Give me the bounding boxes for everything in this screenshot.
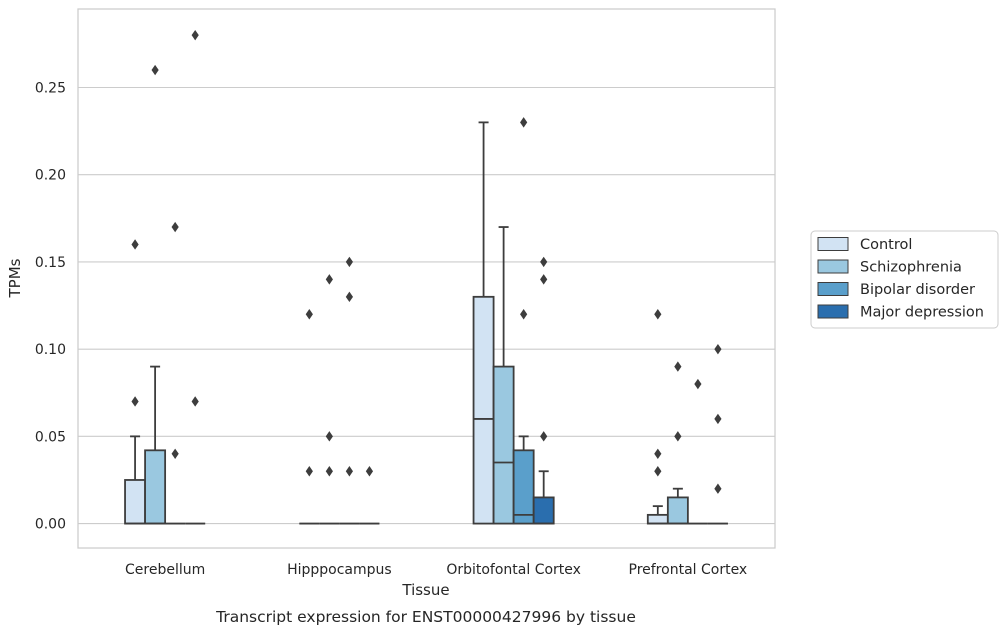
outlier-point bbox=[345, 256, 353, 268]
box-major-depression bbox=[532, 256, 555, 525]
y-tick-label: 0.10 bbox=[35, 342, 66, 358]
legend-label: Bipolar disorder bbox=[860, 282, 975, 298]
box-bipolar-disorder bbox=[339, 256, 360, 525]
box bbox=[512, 449, 535, 525]
outlier-point bbox=[325, 431, 333, 442]
outlier-point bbox=[654, 466, 662, 477]
legend-swatch bbox=[817, 237, 849, 251]
outlier-point bbox=[151, 64, 159, 76]
y-tick-label: 0.20 bbox=[35, 168, 66, 184]
box bbox=[666, 496, 689, 525]
box-schizophrenia bbox=[319, 274, 340, 525]
y-tick-labels: 0.00 0.05 0.10 0.15 0.20 0.25 bbox=[35, 80, 66, 532]
legend: Control Schizophrenia Bipolar disorder Majo… bbox=[810, 230, 999, 329]
box-control bbox=[472, 121, 495, 525]
y-axis-title: TPMs bbox=[6, 258, 24, 298]
outlier-point bbox=[540, 274, 548, 285]
legend-frame bbox=[810, 230, 999, 329]
x-axis-title: Tissue bbox=[401, 581, 449, 599]
box-schizophrenia bbox=[144, 64, 167, 525]
legend-swatch bbox=[817, 304, 849, 319]
y-tick-label: 0.15 bbox=[35, 255, 66, 271]
y-tick-label: 0.25 bbox=[35, 80, 66, 96]
box-bipolar-disorder bbox=[512, 117, 535, 525]
outlier-point bbox=[540, 431, 548, 442]
outlier-point bbox=[654, 448, 662, 460]
outlier-point bbox=[325, 274, 333, 285]
outlier-point bbox=[654, 309, 662, 320]
outlier-point bbox=[171, 221, 179, 233]
outlier-point bbox=[540, 256, 548, 268]
box-major-depression bbox=[707, 343, 728, 525]
outlier-point bbox=[714, 483, 722, 494]
box-schizophrenia bbox=[492, 226, 515, 525]
box bbox=[472, 295, 495, 525]
box-bipolar-disorder bbox=[687, 378, 708, 525]
y-tick-label: 0.05 bbox=[35, 429, 66, 445]
chart-caption: Transcript expression for ENST0000042799… bbox=[215, 608, 636, 626]
x-tick-label: Cerebellum bbox=[125, 562, 205, 578]
legend-label: Control bbox=[860, 237, 912, 253]
legend-swatch bbox=[817, 259, 849, 274]
legend-swatch bbox=[817, 282, 849, 296]
outlier-point bbox=[714, 343, 722, 355]
outlier-point bbox=[191, 29, 199, 41]
box bbox=[144, 449, 167, 525]
box-control bbox=[299, 309, 320, 525]
outlier-point bbox=[171, 448, 179, 460]
box-schizophrenia bbox=[666, 361, 689, 525]
box bbox=[492, 365, 515, 525]
box-control bbox=[124, 239, 146, 525]
outlier-point bbox=[305, 466, 313, 477]
box-bipolar-disorder bbox=[165, 221, 186, 525]
outlier-point bbox=[694, 378, 702, 390]
outlier-point bbox=[520, 309, 528, 320]
plot-frame bbox=[77, 8, 776, 549]
box bbox=[124, 479, 146, 525]
x-tick-label: Orbitofontal Cortex bbox=[446, 562, 581, 578]
legend-label: Schizophrenia bbox=[860, 260, 962, 276]
outlier-point bbox=[674, 361, 682, 372]
outlier-point bbox=[520, 117, 528, 128]
x-tick-label: Hipppocampus bbox=[287, 562, 392, 578]
box-major-depression bbox=[359, 466, 380, 525]
outlier-point bbox=[325, 466, 333, 477]
outlier-point bbox=[714, 413, 722, 425]
outlier-point bbox=[345, 466, 353, 477]
legend-label: Major depression bbox=[860, 305, 984, 321]
outlier-point bbox=[131, 396, 139, 407]
box bbox=[646, 513, 669, 525]
outlier-point bbox=[365, 466, 374, 477]
outlier-point bbox=[345, 291, 353, 303]
box bbox=[532, 496, 555, 525]
y-tick-label: 0.00 bbox=[35, 517, 66, 533]
box-elements bbox=[124, 29, 728, 525]
x-tick-labels: Cerebellum Hipppocampus Orbitofontal Corte… bbox=[125, 562, 747, 578]
x-tick-label: Prefrontal Cortex bbox=[629, 562, 748, 578]
box-major-depression bbox=[185, 29, 206, 525]
outlier-point bbox=[674, 431, 682, 442]
outlier-point bbox=[131, 239, 139, 250]
outlier-point bbox=[305, 309, 313, 320]
outlier-point bbox=[191, 396, 199, 407]
